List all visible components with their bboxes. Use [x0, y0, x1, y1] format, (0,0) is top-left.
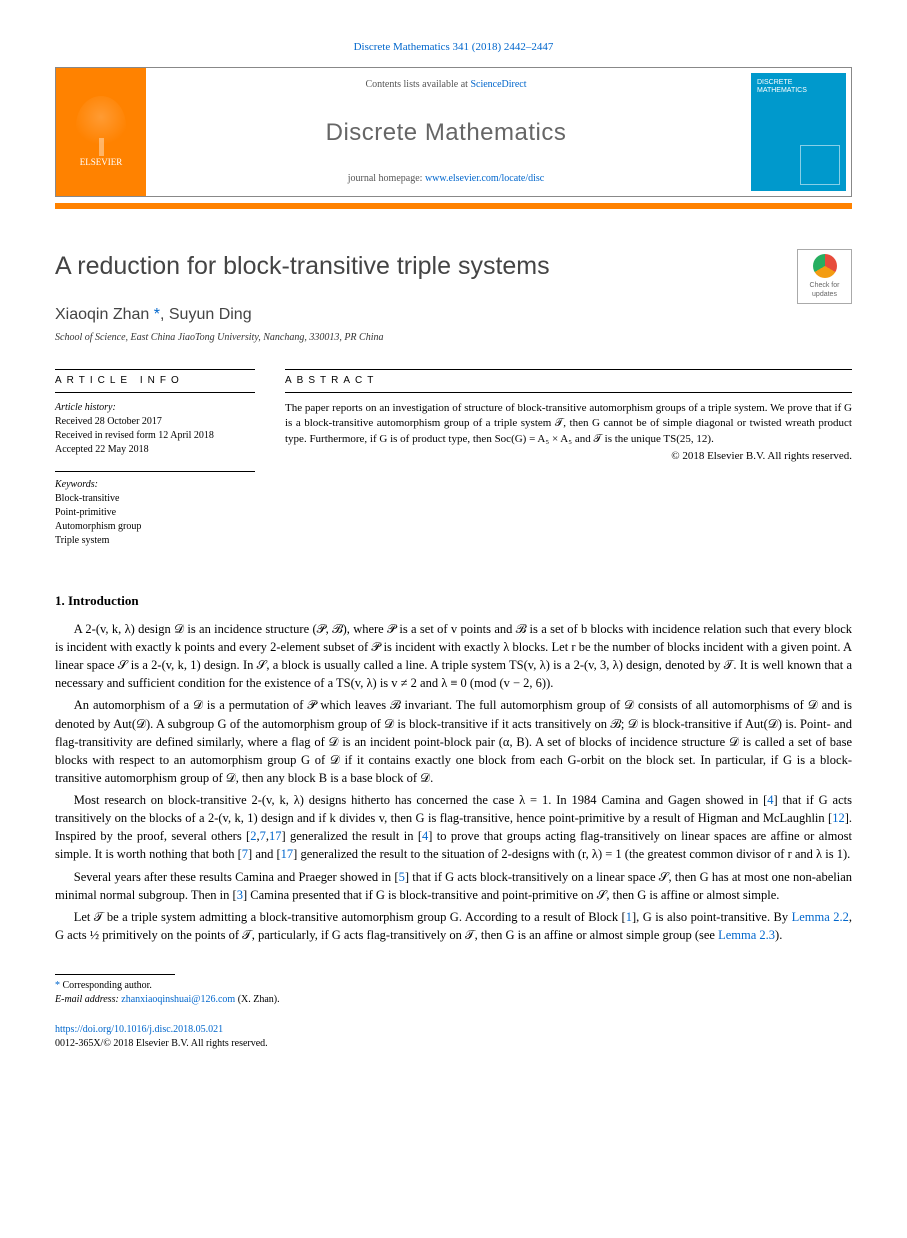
abstract-copyright: © 2018 Elsevier B.V. All rights reserved…: [285, 449, 852, 464]
revised-date: Received in revised form 12 April 2018: [55, 429, 255, 443]
ref-2[interactable]: 2: [250, 829, 256, 843]
doi-line: https://doi.org/10.1016/j.disc.2018.05.0…: [55, 1023, 852, 1037]
article-info-column: ARTICLE INFO Article history: Received 2…: [55, 369, 255, 562]
journal-cover-thumb: DISCRETE MATHEMATICS: [751, 73, 846, 191]
author-sep: ,: [160, 306, 169, 323]
lemma-2-2-link[interactable]: Lemma 2.2: [792, 910, 849, 924]
abstract-column: ABSTRACT The paper reports on an investi…: [285, 369, 852, 562]
lemma-2-3-link[interactable]: Lemma 2.3: [718, 928, 775, 942]
contents-available-line: Contents lists available at ScienceDirec…: [365, 78, 526, 92]
journal-header: ELSEVIER Contents lists available at Sci…: [55, 67, 852, 197]
orange-divider: [55, 203, 852, 209]
contents-prefix: Contents lists available at: [365, 79, 470, 90]
p3-text-d: ] generalized the result in [: [281, 829, 422, 843]
sciencedirect-link[interactable]: ScienceDirect: [470, 79, 526, 90]
intro-para-5: Let 𝒯 be a triple system admitting a blo…: [55, 908, 852, 944]
intro-para-3: Most research on block-transitive 2-(v, …: [55, 791, 852, 864]
author-2: Suyun Ding: [169, 306, 252, 323]
ref-17b[interactable]: 17: [281, 847, 294, 861]
received-date: Received 28 October 2017: [55, 415, 255, 429]
publisher-name: ELSEVIER: [80, 156, 123, 169]
header-center: Contents lists available at ScienceDirec…: [146, 68, 746, 196]
info-divider: [55, 471, 255, 472]
article-info-heading: ARTICLE INFO: [55, 369, 255, 393]
p5-text-d: ).: [775, 928, 782, 942]
authors-line: Xiaoqin Zhan *, Suyun Ding: [55, 304, 852, 326]
keyword-3: Automorphism group: [55, 520, 255, 534]
abstract-text: The paper reports on an investigation of…: [285, 401, 852, 447]
abstract-heading: ABSTRACT: [285, 369, 852, 393]
author-1: Xiaoqin Zhan: [55, 306, 149, 323]
ref-12[interactable]: 12: [832, 811, 845, 825]
elsevier-tree-icon: [76, 96, 126, 156]
keywords-block: Keywords: Block-transitive Point-primiti…: [55, 478, 255, 548]
article-title: A reduction for block-transitive triple …: [55, 249, 797, 284]
updates-circle-icon: [813, 254, 837, 278]
footnote-block: * Corresponding author. E-mail address: …: [55, 979, 852, 1007]
history-label: Article history:: [55, 401, 255, 415]
cover-graphic-icon: [800, 145, 840, 185]
homepage-prefix: journal homepage:: [348, 173, 425, 184]
p4-text-a: Several years after these results Camina…: [74, 870, 399, 884]
updates-label: Check for updates: [798, 281, 851, 301]
email-attr: (X. Zhan).: [238, 994, 280, 1005]
email-link[interactable]: zhanxiaoqinshuai@126.com: [121, 994, 235, 1005]
p4-text-c: ] Camina presented that if G is block-tr…: [243, 888, 779, 902]
p5-text-a: Let 𝒯 be a triple system admitting a blo…: [74, 910, 626, 924]
ref-7[interactable]: 7: [260, 829, 266, 843]
ref-17[interactable]: 17: [269, 829, 282, 843]
footnote-rule: [55, 974, 175, 975]
journal-title: Discrete Mathematics: [326, 116, 567, 150]
p3-text-f: ] and [: [248, 847, 281, 861]
intro-para-4: Several years after these results Camina…: [55, 868, 852, 904]
intro-para-2: An automorphism of a 𝒟 is a permutation …: [55, 696, 852, 787]
check-updates-badge[interactable]: Check for updates: [797, 249, 852, 304]
keywords-label: Keywords:: [55, 478, 255, 492]
article-history: Article history: Received 28 October 201…: [55, 401, 255, 457]
homepage-link[interactable]: www.elsevier.com/locate/disc: [425, 173, 544, 184]
homepage-line: journal homepage: www.elsevier.com/locat…: [348, 172, 545, 186]
affiliation: School of Science, East China JiaoTong U…: [55, 331, 852, 345]
keyword-2: Point-primitive: [55, 506, 255, 520]
cover-label: DISCRETE MATHEMATICS: [757, 79, 840, 94]
keyword-1: Block-transitive: [55, 492, 255, 506]
issn-copyright: 0012-365X/© 2018 Elsevier B.V. All right…: [55, 1037, 852, 1051]
section-1-heading: 1. Introduction: [55, 592, 852, 610]
corr-text: Corresponding author.: [63, 980, 152, 991]
corr-mark-link[interactable]: *: [55, 980, 60, 991]
keyword-4: Triple system: [55, 534, 255, 548]
elsevier-logo: ELSEVIER: [56, 68, 146, 196]
p5-text-b: ], G is also point-transitive. By: [632, 910, 792, 924]
email-line: E-mail address: zhanxiaoqinshuai@126.com…: [55, 993, 852, 1007]
doi-link[interactable]: https://doi.org/10.1016/j.disc.2018.05.0…: [55, 1024, 223, 1035]
accepted-date: Accepted 22 May 2018: [55, 443, 255, 457]
corresponding-author-note: * Corresponding author.: [55, 979, 852, 993]
citation-line[interactable]: Discrete Mathematics 341 (2018) 2442–244…: [55, 40, 852, 55]
intro-para-1: A 2-(v, k, λ) design 𝒟 is an incidence s…: [55, 620, 852, 693]
p3-text-a: Most research on block-transitive 2-(v, …: [74, 793, 768, 807]
p3-text-g: ] generalized the result to the situatio…: [293, 847, 850, 861]
email-label: E-mail address:: [55, 994, 119, 1005]
